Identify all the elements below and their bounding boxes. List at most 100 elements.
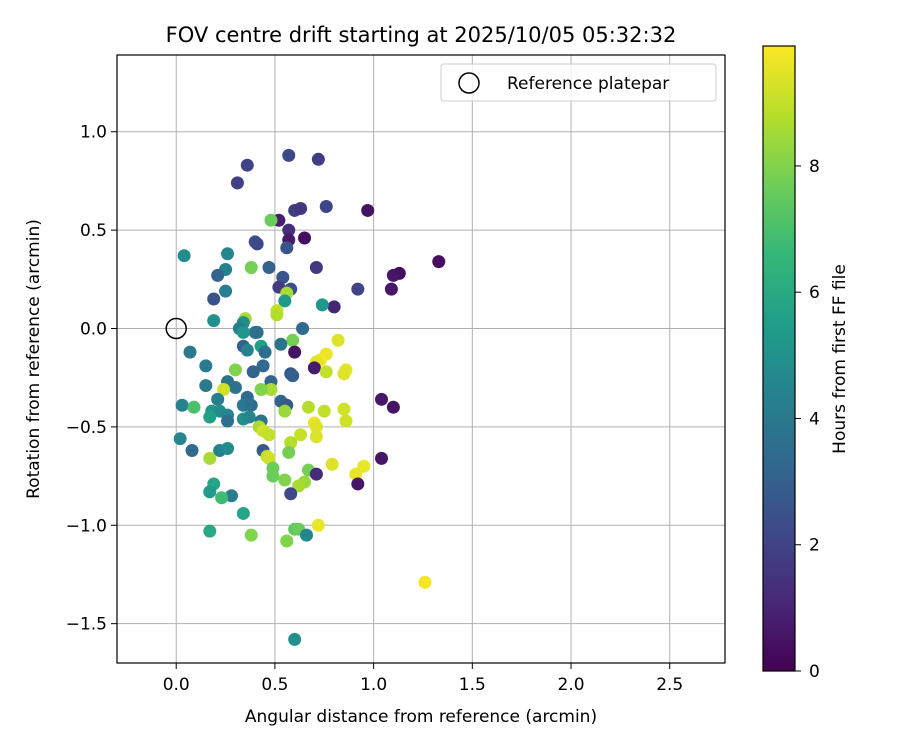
colorbar-tick-label: 8 (809, 157, 820, 177)
scatter-point (351, 282, 365, 296)
scatter-point (300, 528, 314, 542)
scatter-point (240, 158, 254, 172)
data-points (173, 148, 446, 646)
scatter-point (309, 467, 323, 481)
scatter-point (236, 506, 250, 520)
scatter-point (246, 365, 260, 379)
x-tick-label: 0.5 (261, 675, 288, 695)
legend-box (440, 63, 717, 102)
scatter-point (325, 457, 339, 471)
y-tick-label: 0.0 (80, 320, 107, 340)
scatter-point (361, 203, 375, 217)
scatter-point (173, 432, 187, 446)
scatter-point (331, 333, 345, 347)
scatter-point (327, 300, 341, 314)
y-tick-label: −1.5 (66, 615, 107, 635)
scatter-point (288, 345, 302, 359)
scatter-point (349, 467, 363, 481)
legend-marker (458, 72, 480, 94)
x-tick-label: 2.0 (558, 675, 585, 695)
scatter-point (203, 524, 217, 538)
scatter-point (250, 325, 264, 339)
scatter-point (286, 369, 300, 383)
scatter-point (309, 261, 323, 275)
scatter-point (284, 436, 298, 450)
scatter-point (319, 200, 333, 214)
scatter-point (219, 284, 233, 298)
scatter-point (221, 414, 235, 428)
scatter-point (375, 451, 389, 465)
colorbar-ticks: 0 2 4 6 8 (795, 157, 820, 682)
scatter-point (254, 382, 268, 396)
colorbar: 0 2 4 6 8 Hours from first FF file (762, 45, 850, 682)
scatter-point (199, 359, 213, 373)
colorbar-tick-label: 0 (809, 662, 820, 682)
scatter-point (242, 410, 256, 424)
scatter-point (258, 345, 272, 359)
scatter-point (262, 451, 276, 465)
scatter-point (244, 528, 258, 542)
scatter-point (262, 261, 276, 275)
scatter-point (217, 382, 231, 396)
scatter-point (294, 201, 308, 215)
scatter-point (203, 451, 217, 465)
y-tick-label: 1.0 (80, 123, 107, 143)
y-axis-label: Rotation from reference (arcmin) (24, 219, 44, 499)
colorbar-tick-label: 4 (809, 409, 820, 429)
scatter-point (351, 477, 365, 491)
colorbar-label: Hours from first FF file (830, 264, 850, 454)
scatter-point (211, 268, 225, 282)
x-tick-label: 1.0 (360, 675, 387, 695)
scatter-point (211, 392, 225, 406)
scatter-point (276, 270, 290, 284)
scatter-point (309, 430, 323, 444)
x-axis-ticks: 0.0 0.5 1.0 1.5 2.0 2.5 (163, 663, 683, 695)
scatter-point (228, 381, 242, 395)
scatter-point (375, 392, 389, 406)
chart-title: FOV centre drift starting at 2025/10/05 … (166, 23, 677, 47)
scatter-point (175, 398, 189, 412)
colorbar-tick-label: 6 (809, 283, 820, 303)
scatter-point (207, 292, 221, 306)
legend: Reference platepar (440, 63, 717, 102)
scatter-point (199, 379, 213, 393)
scatter-point (203, 485, 217, 499)
scatter-point (282, 445, 296, 459)
scatter-point (282, 148, 296, 162)
scatter-point (274, 337, 288, 351)
scatter-point (228, 363, 242, 377)
scatter-point (307, 361, 321, 375)
y-tick-label: 0.5 (80, 221, 107, 241)
scatter-point (315, 298, 329, 312)
scatter-point (187, 400, 201, 414)
scatter-point (215, 491, 229, 505)
grid-lines (117, 55, 725, 663)
scatter-point (221, 442, 235, 456)
scatter-point (244, 261, 258, 275)
scatter-point (384, 282, 398, 296)
y-tick-label: −0.5 (66, 418, 107, 438)
scatter-point (236, 325, 250, 339)
x-tick-label: 0.0 (163, 675, 190, 695)
scatter-point (284, 487, 298, 501)
scatter-point (278, 294, 292, 308)
scatter-point (280, 534, 294, 548)
scatter-point (319, 365, 333, 379)
scatter-point (266, 469, 280, 483)
scatter-point (221, 247, 235, 261)
scatter-point (270, 308, 284, 322)
scatter-point (309, 420, 323, 434)
reference-platepar-marker (165, 317, 187, 340)
scatter-point (230, 176, 244, 190)
scatter-point (337, 367, 351, 381)
colorbar-bar (762, 45, 796, 672)
scatter-point (288, 632, 302, 646)
scatter-point (244, 398, 258, 412)
scatter-point (386, 400, 400, 414)
scatter-point (311, 518, 325, 532)
scatter-point (294, 428, 308, 442)
scatter-point (203, 410, 217, 424)
scatter-point (298, 231, 312, 245)
scatter-point (432, 255, 446, 269)
y-axis-ticks: 1.0 0.5 0.0 −0.5 −1.0 −1.5 (66, 123, 117, 635)
